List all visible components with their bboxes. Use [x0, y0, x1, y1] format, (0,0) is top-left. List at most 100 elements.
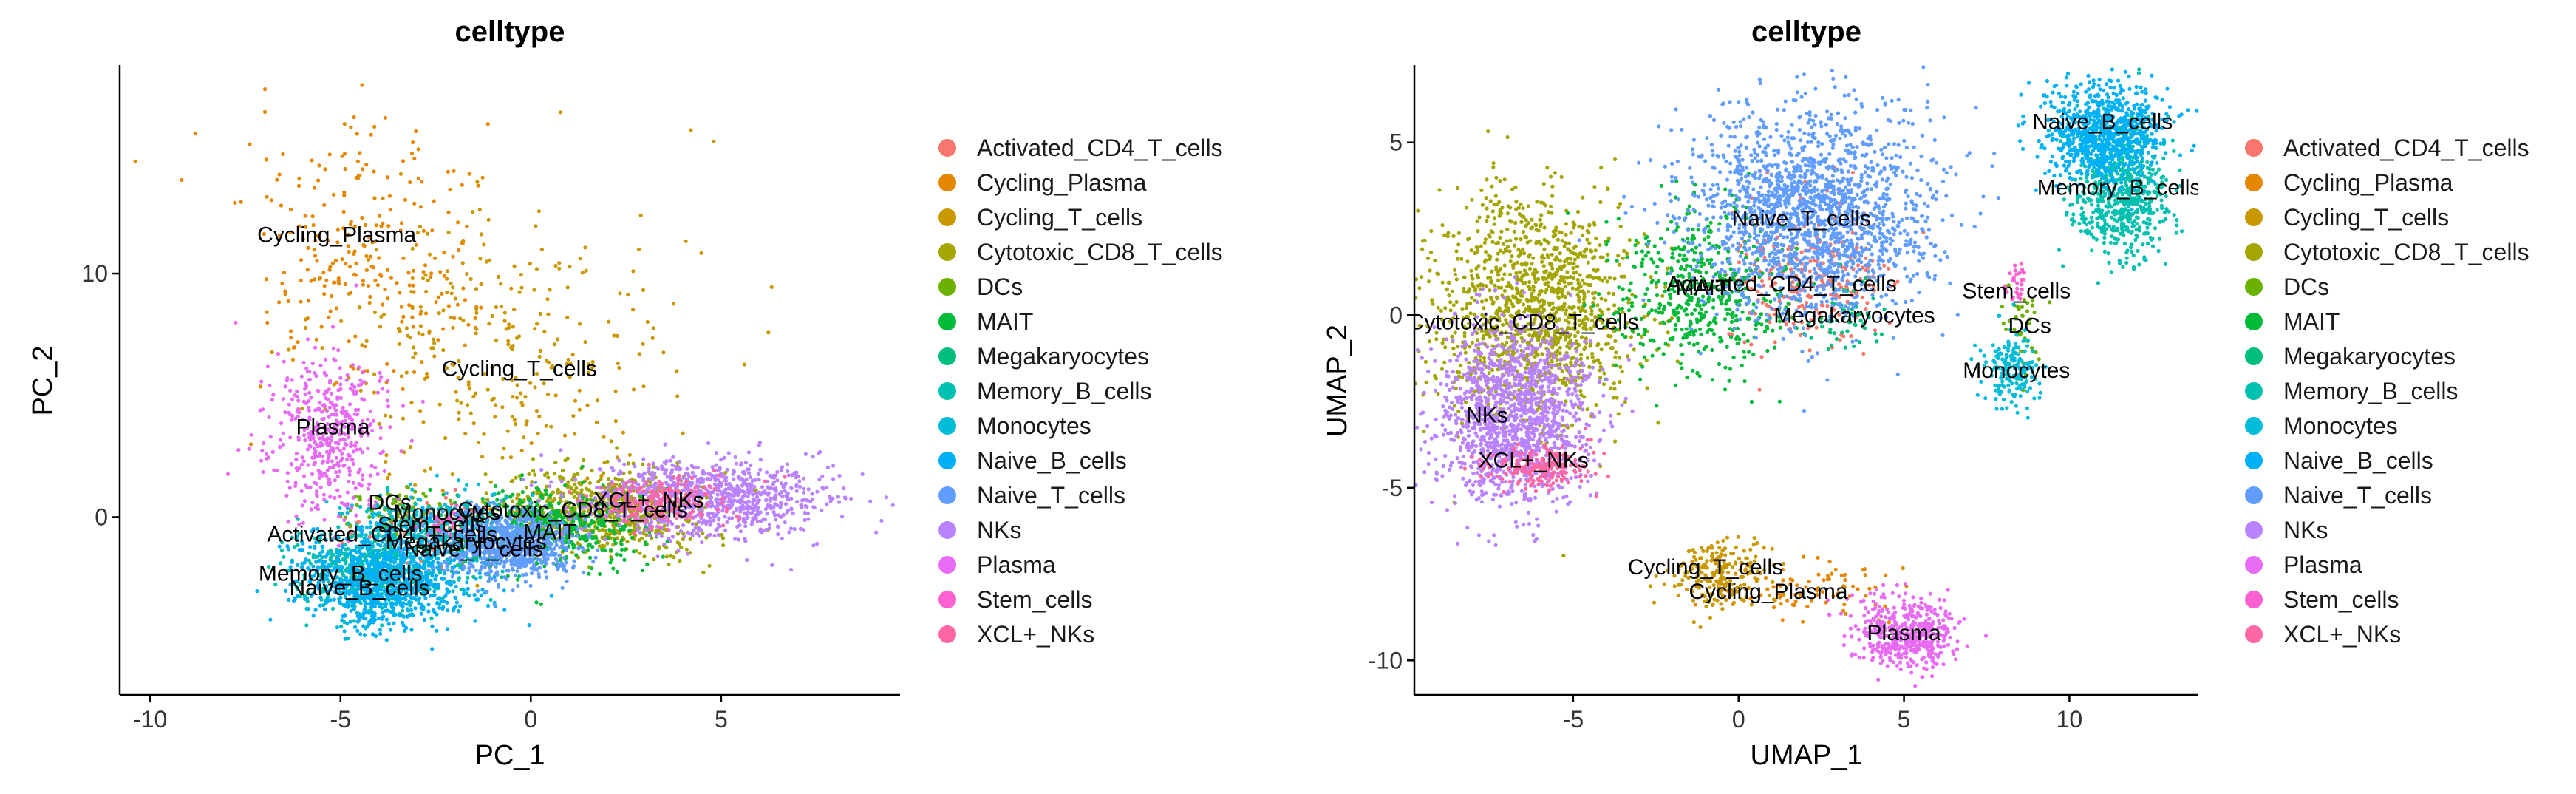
data-point — [410, 246, 415, 251]
data-point — [346, 604, 350, 608]
data-point — [574, 553, 579, 557]
data-point — [502, 319, 507, 323]
data-point — [519, 448, 524, 453]
data-point — [721, 543, 726, 548]
data-point — [367, 257, 371, 262]
data-point — [456, 376, 460, 380]
data-point — [407, 600, 412, 604]
data-point — [441, 327, 446, 331]
data-point — [519, 285, 524, 290]
data-point — [536, 209, 542, 214]
data-point — [571, 546, 576, 550]
data-point — [584, 268, 588, 273]
data-point — [368, 554, 372, 558]
data-point — [627, 470, 632, 475]
data-point — [401, 387, 405, 392]
data-point — [514, 524, 518, 529]
data-point — [513, 573, 518, 577]
data-point — [545, 484, 549, 489]
data-point — [539, 248, 545, 252]
data-point — [316, 178, 321, 183]
data-point — [511, 492, 515, 497]
data-point — [466, 575, 470, 580]
data-point — [794, 483, 799, 488]
data-point — [442, 577, 446, 581]
data-point — [313, 608, 318, 612]
data-point — [437, 402, 442, 407]
data-point — [436, 295, 440, 299]
data-point — [340, 257, 344, 262]
data-point — [452, 169, 456, 173]
data-point — [507, 322, 511, 327]
data-point — [342, 193, 347, 197]
data-point — [641, 462, 645, 466]
cluster-points-cycling-t-cells — [270, 110, 774, 588]
data-point — [369, 609, 374, 614]
data-point — [457, 248, 461, 253]
data-point — [527, 472, 531, 476]
data-point — [440, 489, 445, 493]
data-point — [377, 421, 381, 427]
data-point — [270, 350, 274, 355]
data-point — [349, 608, 353, 613]
data-point — [560, 586, 565, 590]
data-point — [531, 469, 536, 473]
data-point — [616, 478, 621, 482]
data-point — [383, 115, 388, 120]
data-point — [593, 555, 598, 560]
data-point — [578, 257, 582, 261]
data-point — [372, 169, 376, 174]
data-point — [573, 482, 577, 486]
data-point — [410, 306, 415, 311]
data-point — [562, 566, 567, 571]
data-point — [358, 173, 362, 177]
data-point — [450, 472, 454, 477]
data-point — [457, 417, 461, 421]
data-point — [675, 394, 680, 398]
data-point — [524, 572, 528, 577]
data-point — [479, 593, 483, 597]
data-point — [480, 175, 485, 180]
data-point — [423, 311, 429, 316]
data-point — [312, 248, 316, 252]
data-point — [457, 410, 461, 415]
data-point — [310, 158, 314, 163]
data-point — [596, 548, 600, 552]
data-point — [419, 309, 423, 313]
data-point — [446, 230, 451, 234]
data-point — [560, 469, 565, 473]
data-point — [362, 633, 367, 637]
data-point — [383, 287, 387, 291]
data-point — [647, 533, 652, 537]
data-point — [487, 258, 491, 262]
data-point — [679, 529, 684, 534]
data-point — [890, 503, 895, 507]
data-point — [539, 453, 544, 458]
data-point — [542, 472, 548, 478]
data-point — [417, 331, 421, 336]
data-point — [581, 571, 586, 575]
data-point — [595, 398, 600, 403]
data-point — [557, 266, 562, 271]
data-point — [332, 382, 336, 387]
data-point — [515, 577, 520, 582]
data-point — [586, 548, 590, 552]
data-point — [341, 209, 346, 214]
data-point — [477, 208, 482, 212]
data-point — [429, 271, 434, 276]
data-point — [384, 617, 389, 622]
data-point — [342, 629, 347, 634]
data-point — [532, 288, 536, 292]
data-point — [820, 474, 825, 479]
data-point — [386, 476, 390, 481]
data-point — [555, 337, 560, 342]
data-point — [461, 588, 466, 593]
data-point — [443, 436, 448, 441]
data-point — [401, 416, 406, 421]
data-point — [381, 614, 386, 619]
data-point — [571, 564, 576, 569]
data-point — [536, 571, 541, 577]
data-point — [482, 432, 486, 436]
data-point — [442, 274, 446, 278]
data-point — [375, 601, 380, 605]
